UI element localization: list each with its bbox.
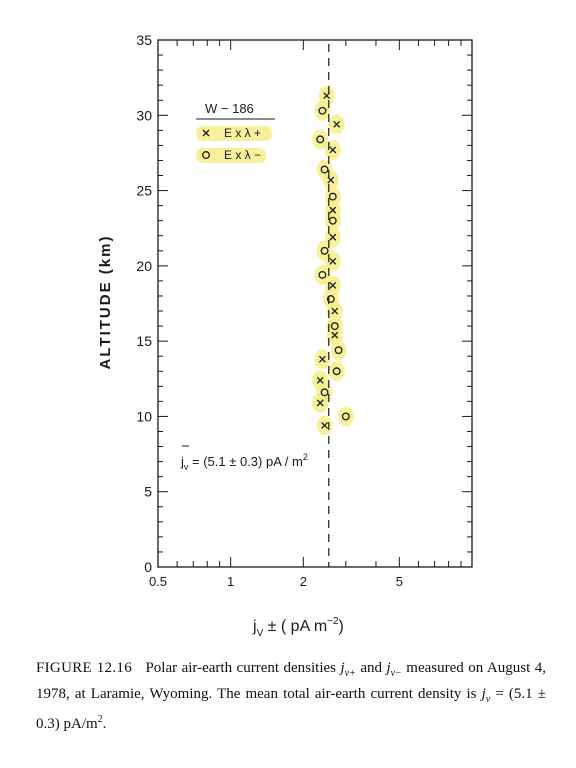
legend-marker-x <box>202 129 210 137</box>
caption-j: j <box>340 660 345 676</box>
highlight-mark <box>322 288 339 309</box>
data-point-x <box>316 376 324 384</box>
y-axis-label: ALTITUDE (km) <box>97 235 114 370</box>
data-point-x <box>318 355 326 363</box>
data-point-x <box>316 399 324 407</box>
x-axis-label: jV ± ( pA m−2) <box>252 616 344 639</box>
x-axis-label-main: ± ( pA m <box>263 618 327 635</box>
highlight-mark <box>316 240 333 261</box>
data-point-o <box>320 165 329 174</box>
data-point-o <box>332 367 341 376</box>
caption-text: = (5.1 ± 0.3) pA/m <box>36 686 547 732</box>
legend-entry-label: E x λ + <box>224 126 261 140</box>
caption-j: j <box>481 686 486 702</box>
y-tick-label: 15 <box>136 333 152 349</box>
data-point-o <box>316 135 325 144</box>
caption-sub: v− <box>390 668 402 679</box>
highlight-mark <box>326 316 343 337</box>
y-tick-label: 35 <box>136 32 152 48</box>
y-tick-label: 5 <box>144 484 152 500</box>
caption-text: and <box>355 660 387 676</box>
highlight-mark <box>330 340 347 361</box>
data-point-x <box>331 307 339 315</box>
data-point-x <box>327 176 335 184</box>
y-tick-label: 0 <box>144 559 152 575</box>
data-point-o <box>330 322 339 331</box>
data-point-o <box>318 106 327 115</box>
legend-title: W − 186 <box>205 101 254 116</box>
highlight-mark <box>324 186 341 207</box>
data-point-o <box>320 246 329 255</box>
y-tick-label: 20 <box>136 258 152 274</box>
y-tick-label: 30 <box>136 107 152 123</box>
data-point-x <box>329 233 337 241</box>
data-point-o <box>334 346 343 355</box>
caption-label: FIGURE 12.16 <box>36 660 132 676</box>
x-axis-label-end: ) <box>339 618 344 635</box>
data-point-x <box>331 331 339 339</box>
annotation-sub: v <box>184 462 189 472</box>
legend-marker-o <box>202 151 210 159</box>
y-tick-label: 10 <box>136 408 152 424</box>
data-point-x <box>329 257 337 265</box>
x-tick-label: 2 <box>300 574 307 589</box>
x-tick-label: 1 <box>227 574 234 589</box>
data-points <box>316 92 350 429</box>
annotation-value: = (5.1 ± 0.3) pA / m <box>188 454 302 469</box>
caption-sub: v <box>485 694 491 705</box>
caption-text: measured on August 4, 1978, at Laramie, … <box>36 660 546 702</box>
caption-text: Polar air-earth current densities <box>132 660 341 676</box>
x-axis-label-j: j <box>252 618 257 635</box>
data-point-o <box>328 216 337 225</box>
highlight-mark <box>314 264 331 285</box>
annotation-j: j <box>180 454 184 469</box>
annotation-text: jv = (5.1 ± 0.3) pA / m2 <box>180 452 308 472</box>
legend-highlight <box>196 148 266 163</box>
legend: W − 186 E x λ + E x λ − <box>196 101 275 163</box>
data-point-o <box>326 295 335 303</box>
figure-caption: FIGURE 12.16 Polar air-earth current den… <box>36 658 546 734</box>
data-point-x <box>333 120 341 128</box>
y-tick-label: 25 <box>136 183 152 199</box>
data-point-x <box>321 422 329 429</box>
data-point-x <box>329 281 337 289</box>
mean-annotation: jv = (5.1 ± 0.3) pA / m2 <box>180 445 308 472</box>
highlight-mark <box>316 382 333 403</box>
highlight-mark <box>328 361 345 382</box>
highlight-mark <box>316 159 333 180</box>
axis-ticks <box>157 39 473 568</box>
x-axis-label-sub: V <box>257 628 264 639</box>
data-point-o <box>328 192 337 201</box>
data-point-x <box>329 206 337 214</box>
caption-text: . <box>102 716 107 732</box>
data-point-o <box>320 388 329 397</box>
annotation-sup: 2 <box>303 452 308 462</box>
caption-sub: v+ <box>344 668 356 679</box>
legend-highlight <box>196 126 272 141</box>
legend-markers <box>196 126 272 163</box>
data-point-o <box>341 412 350 421</box>
data-point-o <box>318 270 327 279</box>
plot-frame <box>157 39 473 568</box>
data-point-x <box>323 92 331 100</box>
data-point-x <box>329 146 337 154</box>
x-tick-label: 0.5 <box>149 574 167 589</box>
legend-entry-label: E x λ − <box>224 148 261 162</box>
highlight-mark <box>314 100 331 121</box>
x-axis-label-sup: −2 <box>327 616 339 627</box>
highlight-mark <box>337 406 354 427</box>
highlight-mark <box>324 210 341 231</box>
caption-sup: 2 <box>97 714 103 725</box>
caption-j: j <box>386 660 391 676</box>
highlight-mark <box>312 129 329 150</box>
x-tick-label: 5 <box>396 574 403 589</box>
